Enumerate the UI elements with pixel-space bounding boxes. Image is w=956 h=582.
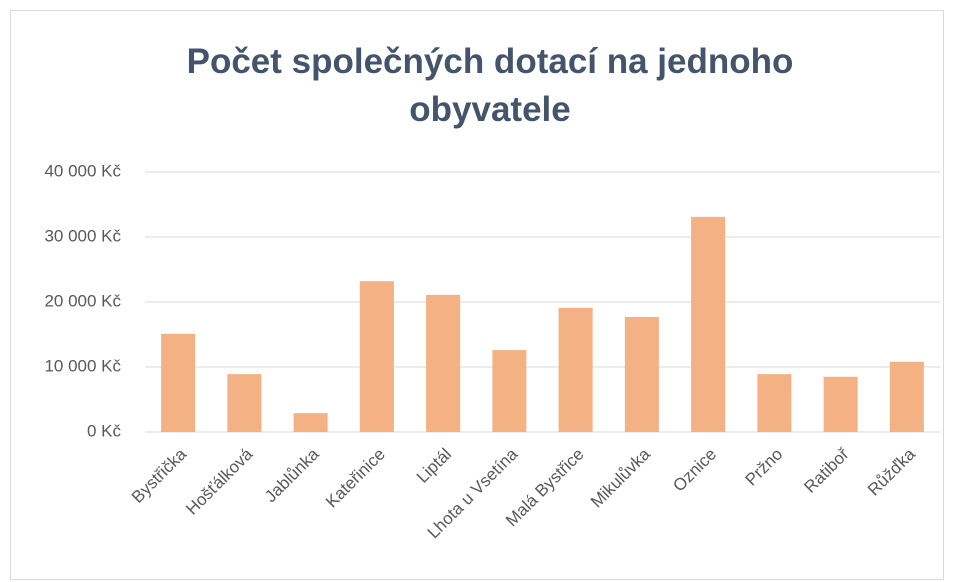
bar	[757, 374, 792, 432]
x-tick-label: Mikulůvka	[587, 444, 654, 511]
x-tick-label: Pržno	[742, 445, 787, 490]
x-tick-label: Ratiboř	[800, 444, 852, 496]
y-tick-label: 40 000 Kč	[44, 161, 121, 180]
x-tick-label: Hošťálková	[182, 444, 256, 518]
x-tick-label: Bystřička	[128, 444, 191, 507]
bar	[293, 413, 328, 432]
bar	[624, 316, 659, 432]
bar	[823, 376, 858, 432]
x-tick-label: Jablůnka	[261, 444, 323, 506]
y-tick-label: 30 000 Kč	[44, 226, 121, 245]
bar	[558, 307, 593, 432]
bar	[426, 294, 461, 432]
chart-title: Počet společných dotací na jednoho obyva…	[186, 42, 794, 129]
y-tick-label: 10 000 Kč	[44, 356, 121, 375]
bar	[359, 281, 394, 432]
x-tick-label: Oznice	[669, 445, 720, 496]
bar	[161, 333, 196, 432]
x-tick-label: Liptál	[413, 445, 455, 487]
bar	[691, 216, 726, 432]
bar	[889, 361, 924, 432]
y-tick-label: 0 Kč	[87, 421, 122, 440]
x-tick-label: Kateřinice	[322, 445, 389, 512]
y-tick-label: 20 000 Kč	[44, 291, 121, 310]
bar	[227, 374, 262, 432]
bar	[492, 350, 527, 432]
chart-frame	[10, 10, 944, 580]
x-tick-label: Růžďka	[864, 444, 919, 499]
